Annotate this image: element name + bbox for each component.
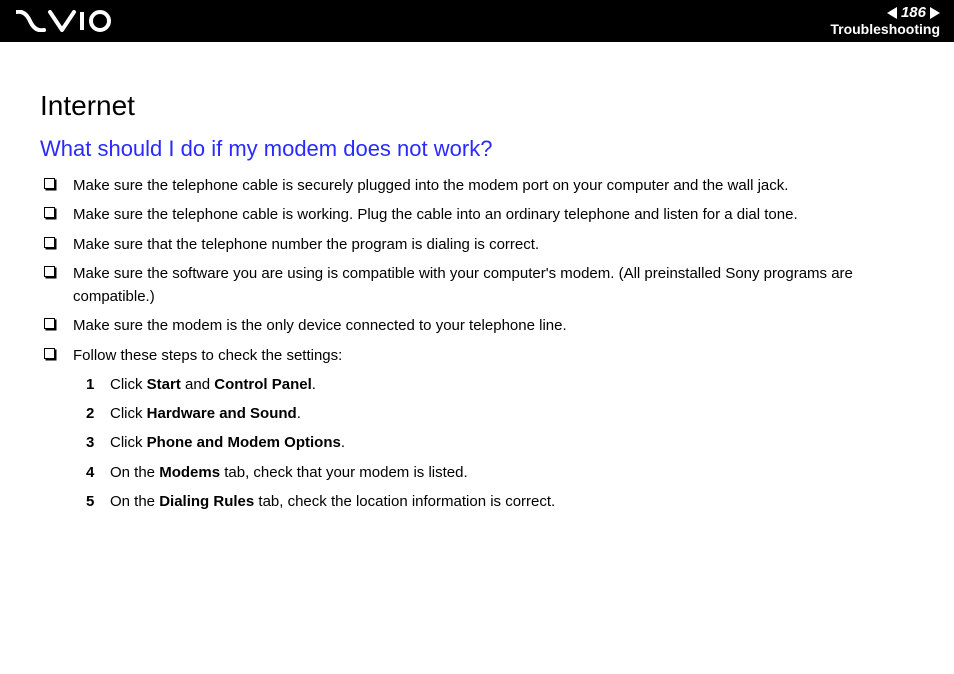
bullet-text: Make sure the software you are using is … [73, 262, 914, 309]
list-item: Make sure the telephone cable is working… [44, 203, 914, 226]
step-number: 1 [86, 373, 110, 396]
step-text: On the Modems tab, check that your modem… [110, 461, 914, 484]
bullet-icon [44, 348, 55, 359]
step-number: 5 [86, 490, 110, 513]
bullet-text: Follow these steps to check the settings… [73, 344, 914, 367]
bullet-text: Make sure that the telephone number the … [73, 233, 914, 256]
step-item: 1Click Start and Control Panel. [86, 373, 914, 396]
bullet-icon [44, 266, 55, 277]
step-number: 2 [86, 402, 110, 425]
bullet-text: Make sure the telephone cable is working… [73, 203, 914, 226]
bullet-text: Make sure the telephone cable is securel… [73, 174, 914, 197]
step-text: Click Hardware and Sound. [110, 402, 914, 425]
list-item: Make sure the software you are using is … [44, 262, 914, 309]
bullet-list: Make sure the telephone cable is securel… [40, 174, 914, 367]
bullet-text: Make sure the modem is the only device c… [73, 314, 914, 337]
list-item: Make sure that the telephone number the … [44, 233, 914, 256]
steps-list: 1Click Start and Control Panel. 2Click H… [40, 373, 914, 513]
bullet-icon [44, 237, 55, 248]
step-number: 4 [86, 461, 110, 484]
step-item: 3Click Phone and Modem Options. [86, 431, 914, 454]
step-text: On the Dialing Rules tab, check the loca… [110, 490, 914, 513]
step-item: 5On the Dialing Rules tab, check the loc… [86, 490, 914, 513]
next-page-icon[interactable] [930, 7, 940, 19]
step-number: 3 [86, 431, 110, 454]
question-heading: What should I do if my modem does not wo… [40, 136, 914, 162]
step-text: Click Start and Control Panel. [110, 373, 914, 396]
page-nav: 186 [887, 5, 940, 22]
section-title: Internet [40, 90, 914, 122]
header-right: 186 Troubleshooting [830, 5, 940, 37]
breadcrumb[interactable]: Troubleshooting [830, 22, 940, 37]
bullet-icon [44, 318, 55, 329]
page-content: Internet What should I do if my modem do… [0, 42, 954, 513]
list-item: Make sure the telephone cable is securel… [44, 174, 914, 197]
prev-page-icon[interactable] [887, 7, 897, 19]
bullet-icon [44, 178, 55, 189]
step-text: Click Phone and Modem Options. [110, 431, 914, 454]
page-number: 186 [901, 5, 926, 22]
step-item: 2Click Hardware and Sound. [86, 402, 914, 425]
page-header: 186 Troubleshooting [0, 0, 954, 42]
step-item: 4On the Modems tab, check that your mode… [86, 461, 914, 484]
list-item: Make sure the modem is the only device c… [44, 314, 914, 337]
bullet-icon [44, 207, 55, 218]
vaio-logo [16, 10, 116, 32]
list-item: Follow these steps to check the settings… [44, 344, 914, 367]
